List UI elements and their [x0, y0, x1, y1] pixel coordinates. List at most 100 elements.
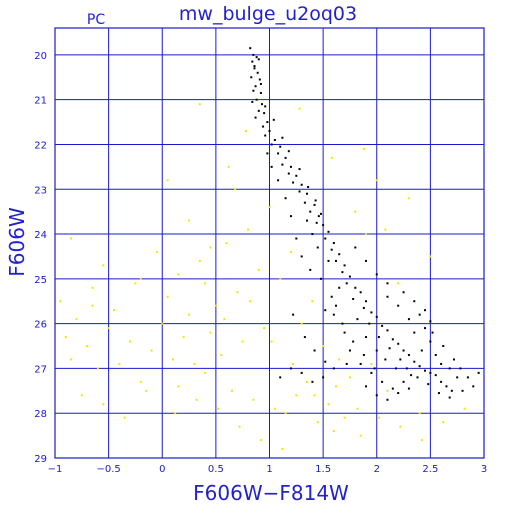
black-star-point	[461, 389, 464, 392]
x-axis-label: F606W−F814W	[193, 481, 349, 505]
yellow-star-point	[375, 179, 378, 182]
yellow-star-point	[75, 318, 78, 321]
black-star-point	[381, 380, 384, 383]
yellow-star-point	[177, 273, 180, 276]
yellow-star-point	[102, 264, 105, 267]
yellow-star-point	[313, 394, 316, 397]
black-star-point	[254, 85, 257, 88]
black-star-point	[370, 311, 373, 314]
black-star-point	[375, 273, 378, 276]
black-star-point	[314, 199, 317, 202]
black-star-point	[300, 183, 303, 186]
yellow-star-point	[300, 322, 303, 325]
black-star-point	[375, 394, 378, 397]
black-star-point	[352, 340, 355, 343]
black-star-point	[251, 60, 254, 63]
yellow-star-point	[64, 336, 67, 339]
black-star-point	[281, 136, 284, 139]
black-star-point	[373, 367, 376, 370]
x-tick-label: 2	[374, 464, 380, 475]
y-tick-labels: 20 21 22 23 24 25 26 27 28 29	[34, 51, 47, 465]
yellow-star-point	[330, 156, 333, 159]
yellow-star-point	[139, 380, 142, 383]
black-star-point	[343, 264, 346, 267]
yellow-star-point	[129, 340, 132, 343]
yellow-star-point	[407, 197, 410, 200]
yellow-star-point	[223, 318, 226, 321]
black-star-point	[365, 336, 368, 339]
black-star-point	[298, 190, 301, 193]
black-star-point	[407, 387, 410, 390]
black-star-point	[255, 98, 258, 101]
yellow-star-point	[70, 358, 73, 361]
yellow-star-point	[238, 425, 241, 428]
black-star-point	[255, 56, 258, 59]
chart-title: mw_bulge_u2oq03	[179, 3, 357, 25]
corner-label: PC	[87, 12, 105, 28]
black-star-point	[256, 71, 259, 74]
yellow-star-point	[134, 282, 137, 285]
yellow-star-point	[420, 439, 423, 442]
black-star-point	[309, 210, 312, 213]
black-star-point	[289, 215, 292, 218]
black-star-point	[250, 76, 253, 79]
yellow-star-point	[263, 327, 266, 330]
yellow-star-point	[86, 345, 89, 348]
black-star-point	[279, 376, 282, 379]
black-star-point	[252, 89, 255, 92]
yellow-star-point	[198, 259, 201, 262]
black-star-point	[368, 322, 371, 325]
black-star-point	[300, 371, 303, 374]
yellow-star-point	[348, 376, 351, 379]
yellow-star-point	[59, 300, 62, 303]
black-star-point	[338, 253, 341, 256]
yellow-star-point	[209, 246, 212, 249]
yellow-star-point	[386, 389, 389, 392]
grid	[54, 28, 485, 459]
black-star-point	[365, 259, 368, 262]
black-star-point	[356, 318, 359, 321]
yellow-star-point	[204, 282, 207, 285]
black-star-point	[253, 65, 256, 68]
black-star-point	[306, 219, 309, 222]
black-star-point	[448, 396, 451, 399]
yellow-star-point	[429, 255, 432, 258]
black-star-point	[375, 315, 378, 318]
x-tick-label: −0.5	[96, 464, 120, 475]
black-star-point	[407, 318, 410, 321]
black-star-point	[287, 172, 290, 175]
yellow-star-point	[123, 416, 126, 419]
yellow-star-point	[418, 412, 421, 415]
black-star-point	[365, 385, 368, 388]
yellow-star-point	[268, 206, 271, 209]
y-tick-label: 29	[34, 454, 47, 465]
yellow-star-point	[377, 416, 380, 419]
black-star-point	[259, 82, 262, 85]
black-star-point	[370, 371, 373, 374]
yellow-star-point	[270, 340, 273, 343]
yellow-star-point	[188, 313, 191, 316]
black-star-point	[410, 374, 413, 377]
yellow-star-point	[306, 380, 309, 383]
black-star-point	[348, 275, 351, 278]
black-star-point	[319, 212, 322, 215]
black-star-point	[359, 291, 362, 294]
yellow-star-point	[244, 130, 247, 133]
yellow-star-point	[91, 286, 94, 289]
black-star-point	[445, 385, 448, 388]
yellow-star-point	[362, 147, 365, 150]
black-star-point	[345, 282, 348, 285]
yellow-star-point	[150, 349, 153, 352]
black-star-point	[313, 349, 316, 352]
black-star-point	[386, 398, 389, 401]
black-star-point	[397, 342, 400, 345]
yellow-star-point	[338, 358, 341, 361]
yellow-star-point	[279, 277, 282, 280]
yellow-star-point	[354, 210, 357, 213]
black-star-point	[262, 125, 265, 128]
black-star-point	[377, 336, 380, 339]
y-tick-label: 25	[34, 275, 47, 286]
black-star-point	[300, 255, 303, 258]
x-tick-label: 3	[481, 464, 487, 475]
